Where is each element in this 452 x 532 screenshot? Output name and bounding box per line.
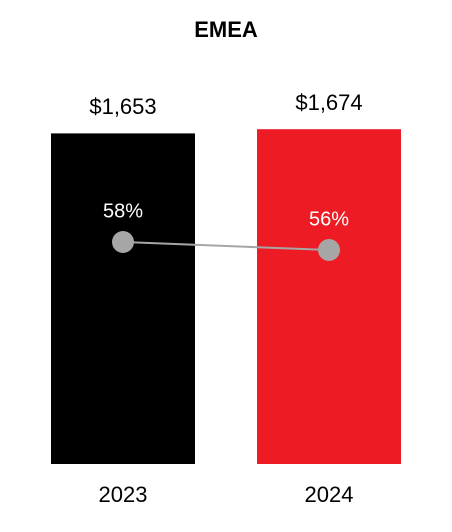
bar <box>51 133 195 464</box>
line-point <box>318 239 340 261</box>
line <box>122 241 330 251</box>
x-tick-label: 2023 <box>99 482 148 507</box>
data-label: $1,653 <box>89 94 156 119</box>
data-label: 58% <box>103 200 143 222</box>
data-label: 56% <box>309 208 349 230</box>
chart-title: EMEA <box>194 17 258 42</box>
x-tick-label: 2024 <box>305 482 354 507</box>
line-point <box>112 231 134 253</box>
data-label: $1,674 <box>295 90 362 115</box>
bar <box>257 129 401 464</box>
